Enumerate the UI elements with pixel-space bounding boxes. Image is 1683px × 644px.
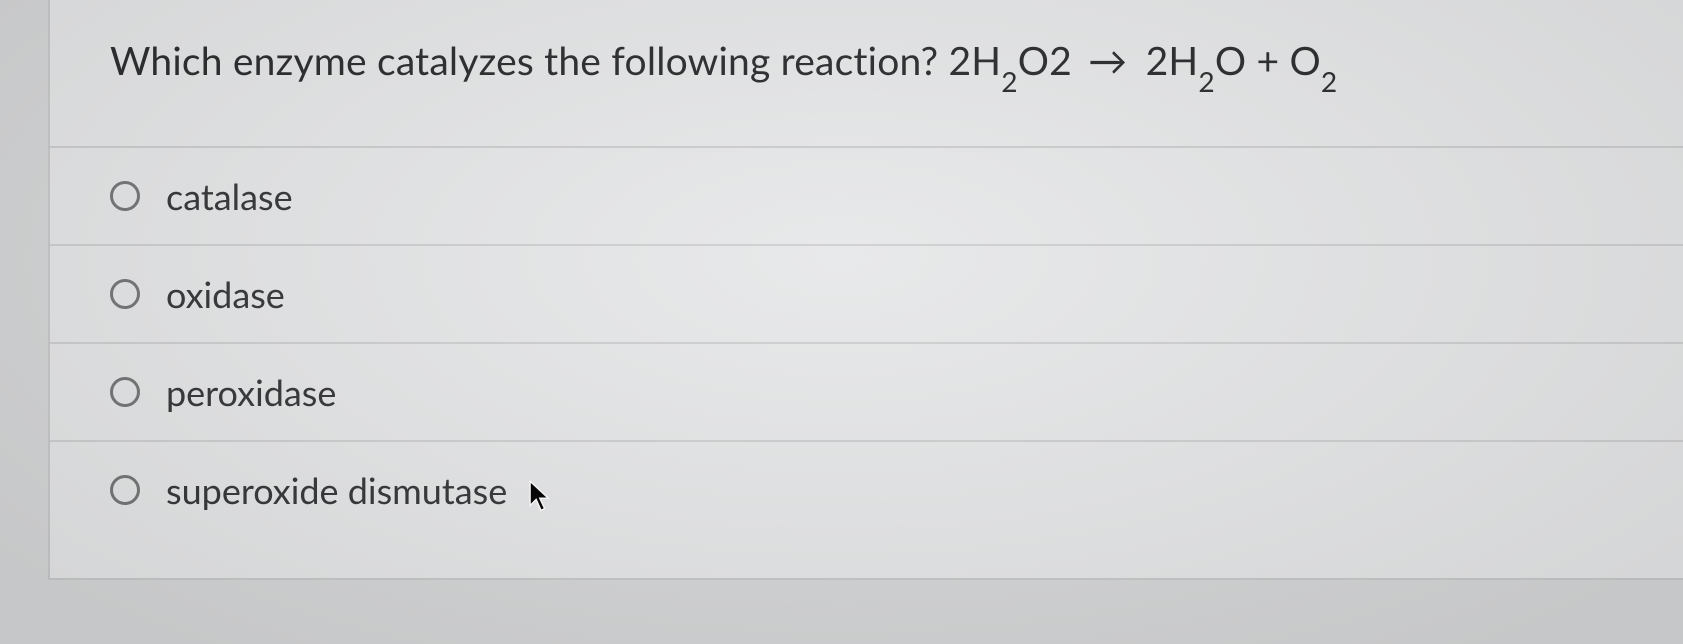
reaction-rhs: 2H2O + O2 <box>1146 38 1338 84</box>
quiz-question-card: Which enzyme catalyzes the following rea… <box>48 0 1683 580</box>
option-label: superoxide dismutase <box>166 468 507 512</box>
option-label: peroxidase <box>166 370 336 414</box>
radio-icon[interactable] <box>110 377 140 407</box>
question-prefix: Which enzyme catalyzes the following rea… <box>110 38 948 84</box>
reaction-lhs: 2H2O2 <box>948 38 1072 84</box>
option-row-superoxide-dismutase[interactable]: superoxide dismutase <box>50 442 1683 538</box>
reaction-arrow-icon: → <box>1088 38 1127 84</box>
radio-icon[interactable] <box>110 181 140 211</box>
option-label: oxidase <box>166 272 285 316</box>
question-text: Which enzyme catalyzes the following rea… <box>110 38 1643 90</box>
question-prompt: Which enzyme catalyzes the following rea… <box>50 0 1683 148</box>
option-row-catalase[interactable]: catalase <box>50 148 1683 246</box>
radio-icon[interactable] <box>110 279 140 309</box>
radio-icon[interactable] <box>110 475 140 505</box>
option-row-oxidase[interactable]: oxidase <box>50 246 1683 344</box>
option-row-peroxidase[interactable]: peroxidase <box>50 344 1683 442</box>
option-label: catalase <box>166 174 293 218</box>
answer-options: catalase oxidase peroxidase superoxide d… <box>50 148 1683 538</box>
